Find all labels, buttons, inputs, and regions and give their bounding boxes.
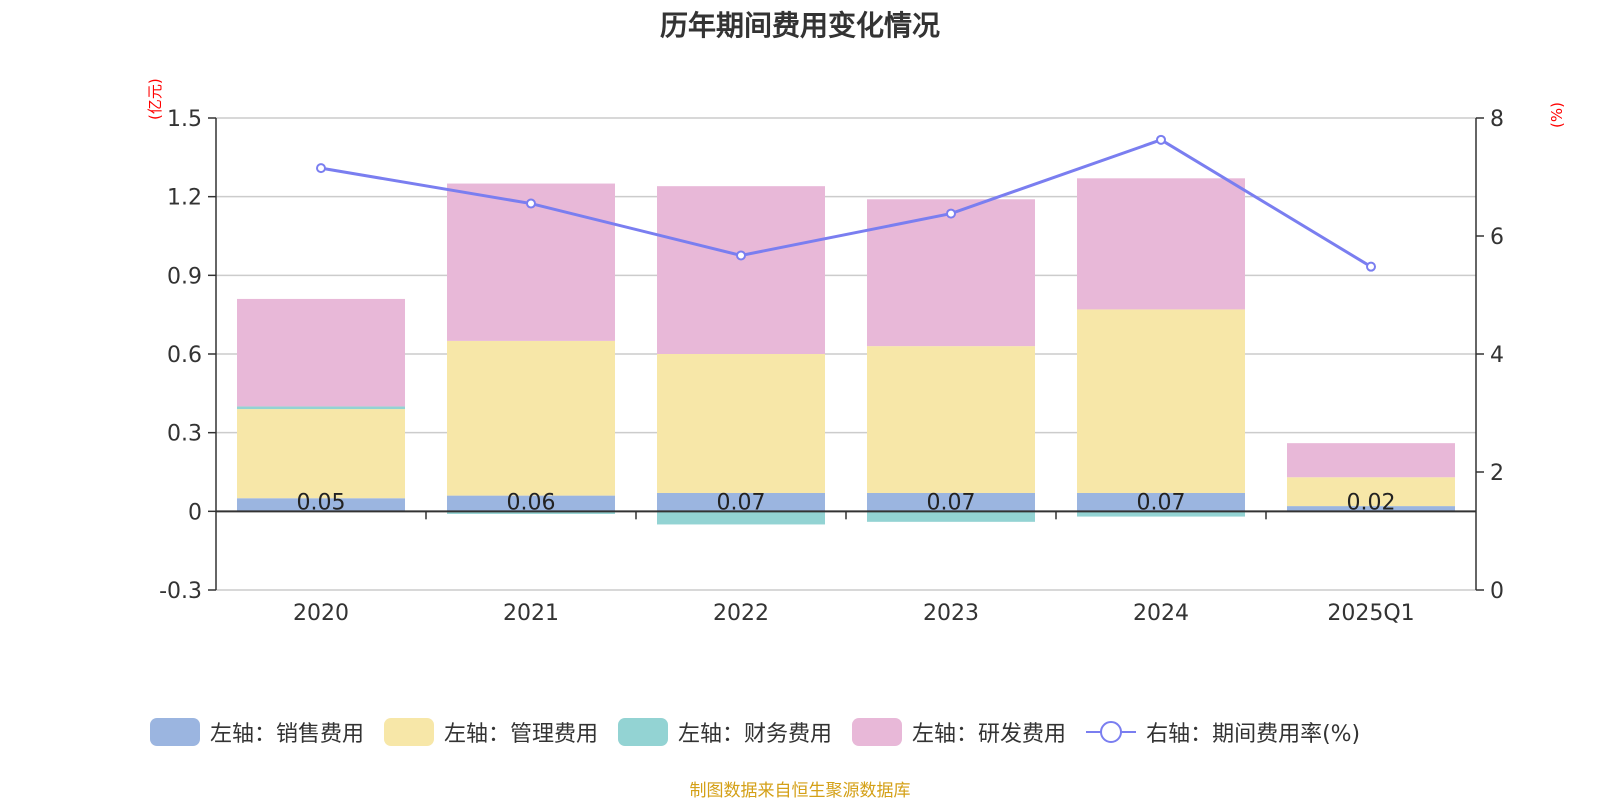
bar-segment-0 bbox=[1287, 506, 1455, 512]
expense-rate-line bbox=[320, 138, 1372, 268]
bar-segment-2 bbox=[237, 406, 405, 410]
chart-title: 历年期间费用变化情况 bbox=[659, 9, 940, 42]
legend-label-finance: 左轴：财务费用 bbox=[678, 722, 833, 747]
bar-segment-3 bbox=[1287, 443, 1455, 478]
bar-segment-3 bbox=[657, 186, 825, 354]
legend-swatch-rnd bbox=[852, 718, 903, 746]
bar-segment-3 bbox=[447, 183, 615, 341]
data-label: 0.07 bbox=[717, 490, 766, 515]
source-footer: 制图数据来自恒生聚源数据库 bbox=[689, 781, 911, 801]
bar-segment-1 bbox=[237, 409, 405, 499]
left-axis-tick-label: 0.3 bbox=[167, 422, 202, 447]
legend-label-sales: 左轴：销售费用 bbox=[210, 722, 365, 747]
left-axis-tick-label: 0 bbox=[188, 500, 202, 525]
legend-swatch-finance bbox=[618, 718, 669, 746]
expense-rate-point bbox=[946, 208, 956, 219]
bar-segment-2 bbox=[447, 511, 615, 514]
legend-item-admin[interactable]: 左轴：管理费用 bbox=[384, 716, 598, 748]
expense-rate-point bbox=[526, 198, 536, 209]
right-axis-tick-label: 2 bbox=[1490, 461, 1504, 486]
bar-segment-2 bbox=[867, 511, 1035, 522]
left-axis-tick-label: 1.5 bbox=[167, 107, 202, 132]
left-axis-tick-label: 1.2 bbox=[167, 186, 202, 211]
legend-item-sales[interactable]: 左轴：销售费用 bbox=[150, 716, 364, 748]
legend-swatch-sales bbox=[150, 718, 200, 746]
right-axis-tick-label: 8 bbox=[1490, 107, 1504, 132]
bar-segment-3 bbox=[237, 298, 405, 407]
bar-segment-1 bbox=[447, 340, 615, 496]
legend-item-rnd[interactable]: 左轴：研发费用 bbox=[852, 716, 1066, 748]
left-axis-tick-label: 0.6 bbox=[167, 343, 202, 368]
data-label: 0.07 bbox=[927, 490, 976, 515]
x-axis-tick-label: 2022 bbox=[713, 601, 769, 626]
x-axis-tick-label: 2024 bbox=[1133, 601, 1189, 626]
bar-segment-2 bbox=[657, 511, 825, 525]
bar-segment-2 bbox=[1077, 511, 1245, 517]
bar-segment-1 bbox=[1287, 477, 1455, 507]
legend-label-admin: 左轴：管理费用 bbox=[444, 722, 599, 747]
expense-rate-point bbox=[316, 163, 326, 174]
right-axis-tick-label: 6 bbox=[1490, 225, 1504, 250]
legend: 左轴：销售费用 左轴：管理费用 左轴：财务费用 左轴：研发费用 右轴：期间费用率… bbox=[150, 716, 1380, 748]
legend-item-expense-rate[interactable]: 右轴：期间费用率(%) bbox=[1086, 716, 1360, 748]
right-axis-tick-label: 4 bbox=[1490, 343, 1504, 368]
legend-item-finance[interactable]: 左轴：财务费用 bbox=[618, 716, 832, 748]
legend-line-marker-icon bbox=[1086, 718, 1137, 746]
expense-rate-point bbox=[1156, 134, 1166, 145]
left-axis-tick-label: -0.3 bbox=[159, 579, 202, 604]
right-axis-tick-label: 0 bbox=[1490, 579, 1504, 604]
x-axis-tick-label: 2021 bbox=[503, 601, 559, 626]
legend-label-expense-rate: 右轴：期间费用率(%) bbox=[1146, 722, 1361, 747]
legend-swatch-admin bbox=[384, 718, 435, 746]
bar-segment-1 bbox=[1077, 309, 1245, 493]
bar-segment-3 bbox=[867, 199, 1035, 347]
data-label: 0.06 bbox=[507, 490, 556, 515]
bar-segment-0 bbox=[1077, 492, 1245, 512]
x-axis-tick-label: 2020 bbox=[293, 601, 349, 626]
data-label: 0.07 bbox=[1137, 490, 1186, 515]
left-axis-tick-label: 0.9 bbox=[167, 264, 202, 289]
expense-rate-point bbox=[736, 250, 746, 261]
bar-segment-0 bbox=[867, 492, 1035, 512]
bar-segment-0 bbox=[657, 492, 825, 512]
bar-segment-0 bbox=[237, 498, 405, 512]
bar-segment-3 bbox=[1077, 178, 1245, 310]
data-label: 0.02 bbox=[1347, 490, 1396, 515]
x-axis-tick-label: 2023 bbox=[923, 601, 979, 626]
data-label: 0.05 bbox=[297, 490, 346, 515]
bar-segment-0 bbox=[447, 495, 615, 512]
bar-segment-1 bbox=[867, 346, 1035, 493]
legend-label-rnd: 左轴：研发费用 bbox=[912, 722, 1067, 747]
bar-segment-1 bbox=[657, 354, 825, 493]
expense-rate-point bbox=[1366, 261, 1376, 272]
x-axis-tick-label: 2025Q1 bbox=[1327, 601, 1414, 626]
